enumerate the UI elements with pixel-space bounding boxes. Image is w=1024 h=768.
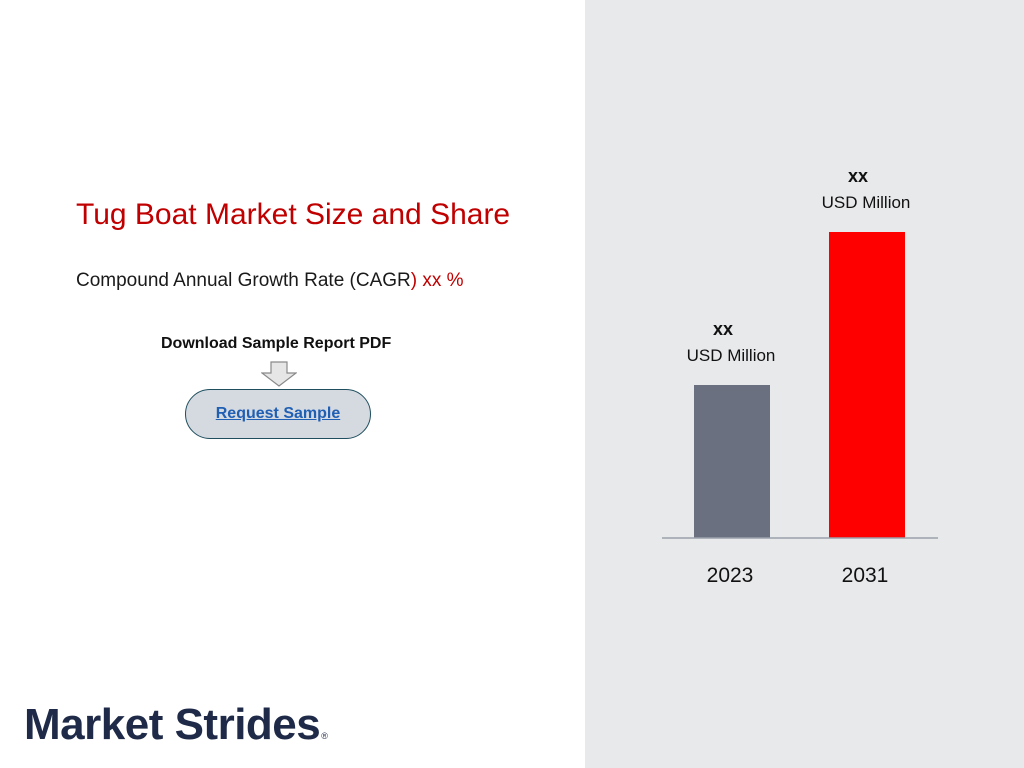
bar-value-label-2023: xx <box>713 319 733 339</box>
market-size-chart: xx USD Million 2023 xx USD Million 2031 <box>662 166 938 587</box>
page-title: Tug Boat Market Size and Share <box>76 198 511 231</box>
x-tick-label-2023: 2023 <box>707 564 754 587</box>
x-tick-label-2031: 2031 <box>842 564 889 587</box>
logo-registered-mark: ® <box>321 731 328 741</box>
bar-2023 <box>694 385 770 538</box>
cagr-text: Compound Annual Growth Rate (CAGR) xx % <box>76 270 464 292</box>
chart-panel <box>585 0 1024 768</box>
cagr-value: ) xx % <box>410 270 464 291</box>
bar-value-label-2031: xx <box>848 166 868 186</box>
bar-2031 <box>829 232 905 538</box>
download-label: Download Sample Report PDF <box>161 335 392 352</box>
bar-unit-label-2023: USD Million <box>687 346 776 365</box>
market-strides-logo: Market Strides® <box>24 700 328 750</box>
down-arrow-icon <box>261 361 297 387</box>
cagr-prefix: Compound Annual Growth Rate (CAGR <box>76 270 411 291</box>
logo-text: Market Strides <box>24 700 321 749</box>
request-sample-button[interactable]: Request Sample <box>185 389 371 439</box>
request-sample-link[interactable]: Request Sample <box>215 405 341 422</box>
bar-unit-label-2031: USD Million <box>822 193 911 212</box>
